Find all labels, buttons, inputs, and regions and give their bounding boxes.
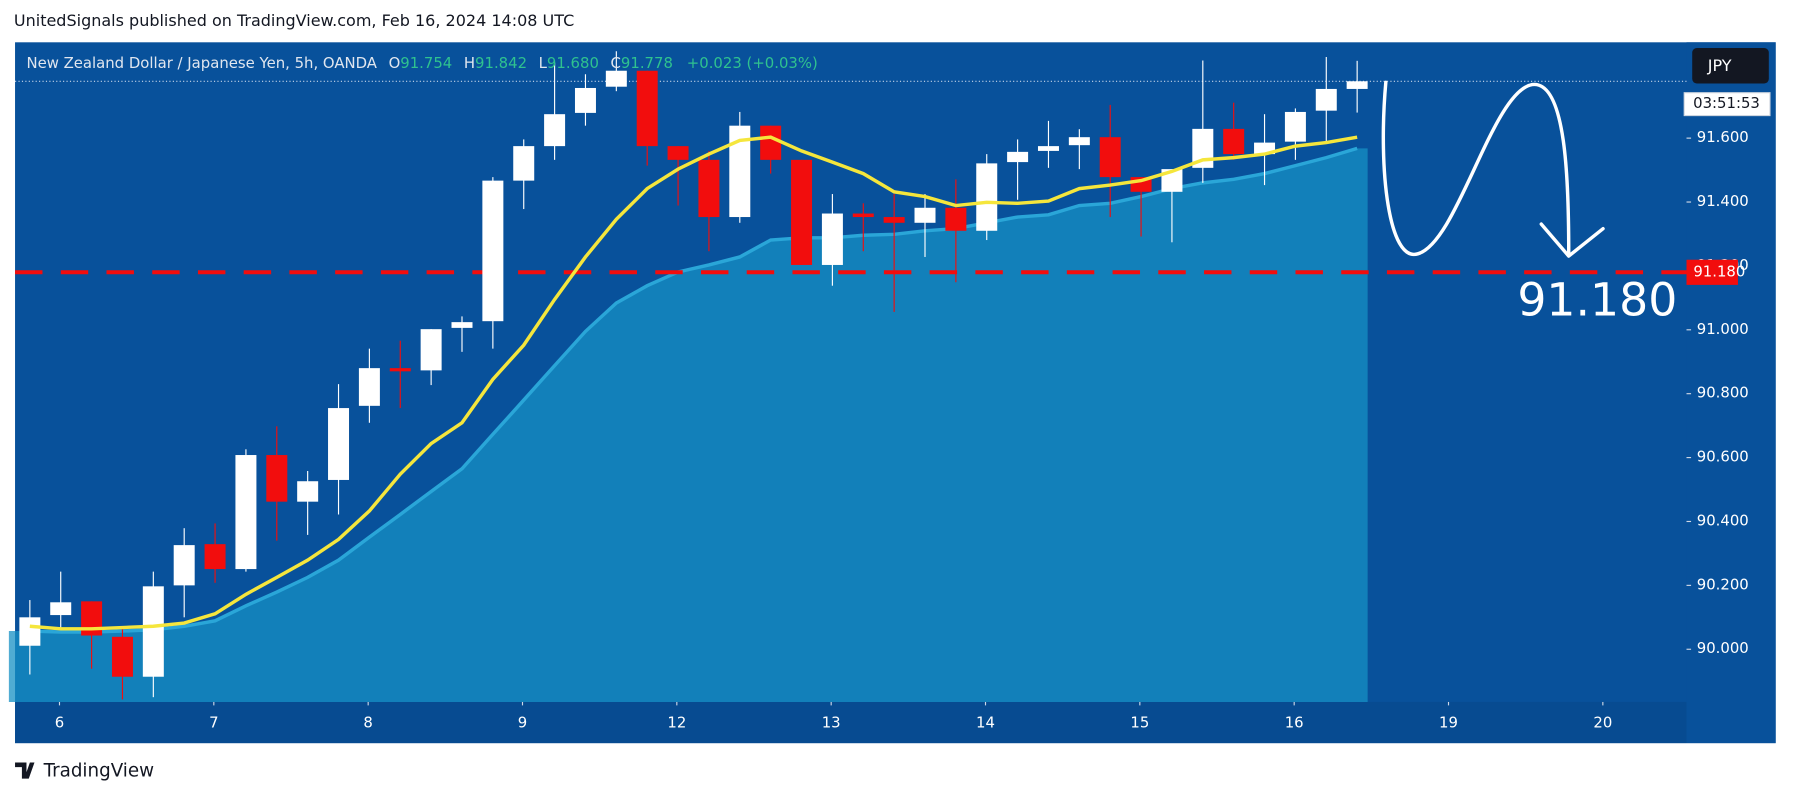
x-tick-label: 7 — [209, 714, 218, 732]
x-tick-label: 9 — [518, 714, 527, 732]
candle-body — [667, 146, 689, 160]
annotation: 91.180 — [1517, 273, 1677, 326]
x-tick-label: 6 — [55, 714, 64, 732]
candle-body — [945, 207, 967, 231]
candle-body — [1099, 137, 1121, 178]
l-label: L — [539, 54, 548, 72]
candle-body — [19, 617, 41, 646]
candle-body — [791, 159, 813, 265]
x-axis-strip — [15, 701, 1687, 744]
change: +0.023 (+0.03%) — [687, 54, 818, 72]
header: UnitedSignals published on TradingView.c… — [14, 11, 574, 30]
symbol: New Zealand Dollar / Japanese Yen, 5h, O… — [26, 54, 377, 72]
l-value: 91.680 — [547, 54, 599, 72]
candle-body — [142, 586, 164, 677]
countdown: 03:51:53 — [1693, 94, 1760, 112]
x-tick-label: 19 — [1439, 714, 1458, 732]
y-tick-label: 90.400 — [1697, 511, 1749, 529]
candle-body — [358, 368, 380, 406]
candle-body — [852, 213, 874, 218]
c-label: C — [611, 54, 621, 72]
candle-body — [574, 87, 596, 113]
candle-body — [111, 636, 133, 677]
candle-body — [698, 159, 720, 218]
candle-body — [50, 602, 72, 616]
candle-body — [544, 114, 566, 147]
h-label: H — [464, 54, 475, 72]
candle-body — [389, 368, 411, 372]
countdown-box — [1683, 92, 1771, 117]
candle-body — [1254, 142, 1276, 155]
target-tag-label: 91.180 — [1693, 262, 1745, 280]
candle-body — [1068, 137, 1090, 146]
candle-body — [883, 217, 905, 223]
candle-body — [636, 70, 658, 147]
area-line — [29, 146, 1358, 634]
candle-body — [821, 213, 843, 265]
y-tick-label: 91.000 — [1697, 320, 1749, 338]
h-value: 91.842 — [475, 54, 527, 72]
candle-body — [976, 163, 998, 231]
candle-body — [1161, 169, 1183, 192]
candle-body — [914, 207, 936, 223]
hand-drawn-arrow — [1381, 80, 1605, 258]
candle-body — [1315, 88, 1337, 111]
candle-body — [1223, 128, 1245, 155]
price-axis — [1686, 42, 1776, 744]
moving-average — [29, 135, 1358, 631]
candle-body — [482, 180, 504, 322]
candle-body — [204, 544, 226, 570]
plot: 90.00090.20090.40090.60090.80091.00091.2… — [8, 51, 1771, 732]
candle-body — [235, 455, 257, 570]
x-tick-label: 12 — [667, 714, 686, 732]
y-tick-label: 91.600 — [1697, 128, 1749, 146]
logo — [15, 762, 35, 779]
candle-body — [173, 545, 195, 586]
x-tick-label: 20 — [1593, 714, 1612, 732]
x-tick-label: 16 — [1285, 714, 1304, 732]
x-tick-label: 13 — [822, 714, 841, 732]
x-tick-label: 8 — [363, 714, 372, 732]
footer: TradingView — [15, 761, 154, 782]
candle-body — [760, 125, 782, 160]
area-fill — [8, 148, 1368, 702]
candle-body — [605, 70, 627, 87]
currency[interactable]: JPY — [1707, 56, 1732, 75]
footer-text: TradingView — [43, 761, 155, 782]
o-value: 91.754 — [400, 54, 452, 72]
candle-body — [451, 322, 473, 328]
x-tick-label: 15 — [1130, 714, 1149, 732]
y-tick-label: 90.600 — [1697, 448, 1749, 466]
candle-body — [513, 146, 535, 181]
candle-body — [328, 408, 350, 480]
y-tick-label: 90.000 — [1697, 639, 1749, 657]
candle-body — [1284, 111, 1306, 142]
c-value: 91.778 — [621, 54, 673, 72]
currency-box[interactable] — [1692, 48, 1769, 84]
candle-body — [297, 481, 319, 502]
y-tick-label: 91.400 — [1697, 192, 1749, 210]
target-tag — [1686, 259, 1738, 285]
candle-body — [1346, 81, 1368, 89]
x-tick-label: 14 — [976, 714, 995, 732]
candle-body — [1037, 146, 1059, 151]
candle-body — [420, 329, 442, 371]
y-tick-label: 90.200 — [1697, 575, 1749, 593]
legend: New Zealand Dollar / Japanese Yen, 5h, O… — [26, 54, 817, 72]
y-tick-label: 90.800 — [1697, 384, 1749, 402]
candle-body — [729, 125, 751, 218]
o-label: O — [389, 54, 401, 72]
candle-body — [1007, 151, 1029, 163]
candle-body — [266, 455, 288, 502]
